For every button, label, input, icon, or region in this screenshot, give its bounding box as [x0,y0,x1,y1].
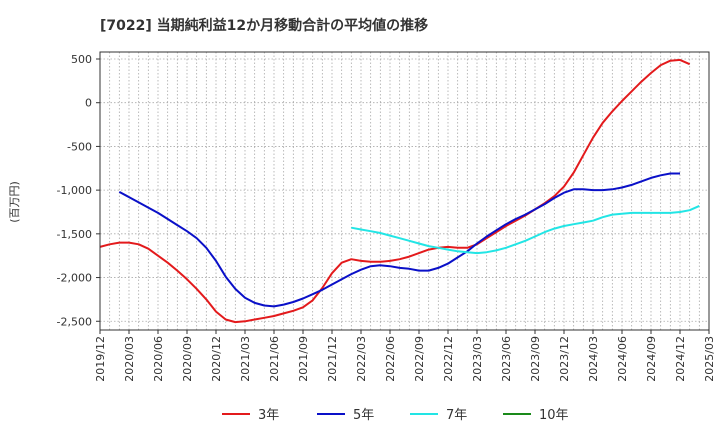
legend-label: 10年 [539,408,569,423]
x-tick-label: 2021/12 [326,336,339,382]
y-tick-label: -2,000 [57,272,92,285]
y-tick-label: 500 [71,53,92,66]
legend-label: 5年 [353,408,374,423]
x-tick-label: 2022/09 [413,336,426,382]
x-tick-label: 2024/12 [674,336,687,382]
plot-frame [99,51,710,331]
x-tick-label: 2020/03 [123,336,136,382]
x-tick-label: 2023/09 [529,336,542,382]
y-tick-label: -1,500 [57,228,92,241]
x-tick-label: 2024/03 [587,336,600,382]
y-tick-label: -1,000 [57,184,92,197]
legend-label: 7年 [446,408,467,423]
x-tick-label: 2020/09 [181,336,194,382]
x-tick-label: 2024/09 [645,336,658,382]
x-tick-label: 2021/03 [239,336,252,382]
series-lines [99,58,700,324]
y-tick-label: -500 [67,140,92,153]
series-line [118,172,680,308]
y-tick-label: 0 [85,97,92,110]
x-tick-label: 2021/09 [297,336,310,382]
x-tick-label: 2023/03 [471,336,484,382]
legend-label: 3年 [258,408,279,423]
series-line [351,204,700,255]
x-tick-label: 2022/03 [355,336,368,382]
y-tick-label: -2,500 [57,315,92,328]
x-tick-label: 2020/12 [210,336,223,382]
x-tick-label: 2024/06 [616,336,629,382]
x-tick-label: 2021/06 [268,336,281,382]
x-tick-label: 2019/12 [94,336,107,382]
x-tick-label: 2025/03 [703,336,716,382]
chart-title: [7022] 当期純利益12か月移動合計の平均値の推移 [100,17,428,34]
x-tick-label: 2022/12 [442,336,455,382]
legend: 3年 5年 7年 10年 [222,408,569,423]
y-axis-label: (百万円) [8,181,21,223]
x-tick-label: 2023/12 [558,336,571,382]
grid-lines [100,52,709,330]
x-axis-ticks: 2019/12 2020/03 2020/06 2020/09 2020/12 2021/… [94,330,716,382]
x-tick-label: 2023/06 [500,336,513,382]
y-axis-ticks: 500 0 -500 -1,000 -1,500 -2,000 -2,500 [57,53,100,328]
x-tick-label: 2020/06 [152,336,165,382]
x-tick-label: 2022/06 [384,336,397,382]
series-line [99,58,691,324]
